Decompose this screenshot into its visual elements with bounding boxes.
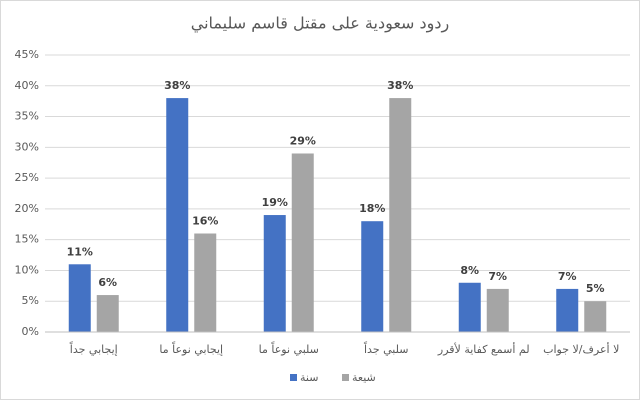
value-label: 5% [586,282,605,295]
y-tick-label: 15% [15,233,39,246]
value-label: 7% [558,270,577,283]
chart-title: ردود سعودية على مقتل قاسم سليماني [191,14,450,34]
value-label: 38% [387,79,413,92]
bar [291,153,314,332]
value-label: 16% [192,215,218,228]
bar [96,295,119,332]
bar [389,98,412,332]
bar [584,301,607,332]
y-tick-label: 25% [15,171,39,184]
value-label: 11% [67,245,93,258]
y-tick-label: 30% [15,140,39,153]
bar [68,264,91,332]
bar [194,233,217,332]
legend-label: سنة [300,371,318,384]
value-label: 7% [488,270,507,283]
bar [486,288,509,332]
value-label: 18% [359,202,385,215]
y-tick-label: 20% [15,202,39,215]
y-tick-label: 5% [22,294,39,307]
x-tick-label: لا أعرف/لا جواب [543,342,619,356]
value-label: 6% [98,276,117,289]
value-label: 29% [290,134,316,147]
x-tick-label: لم أسمع كفاية لأقرر [437,342,530,356]
bar [263,215,286,332]
y-tick-label: 0% [22,325,39,338]
x-tick-label: إيجابي نوعاً ما [159,341,223,356]
y-tick-label: 45% [15,48,39,61]
bar [458,282,481,332]
value-label: 38% [164,79,190,92]
bar [166,98,189,332]
legend-swatch [290,374,297,381]
value-label: 19% [262,196,288,209]
legend-label: شيعة [352,371,376,384]
y-tick-label: 10% [15,263,39,276]
y-tick-label: 35% [15,110,39,123]
x-tick-label: سلبي نوعاً ما [259,341,319,356]
x-tick-label: إيجابي جداً [70,341,118,356]
bar [556,288,579,332]
y-tick-label: 40% [15,79,39,92]
bar [361,221,384,332]
legend-swatch [342,374,349,381]
value-label: 8% [460,264,479,277]
x-tick-label: سلبي جداً [364,341,409,356]
